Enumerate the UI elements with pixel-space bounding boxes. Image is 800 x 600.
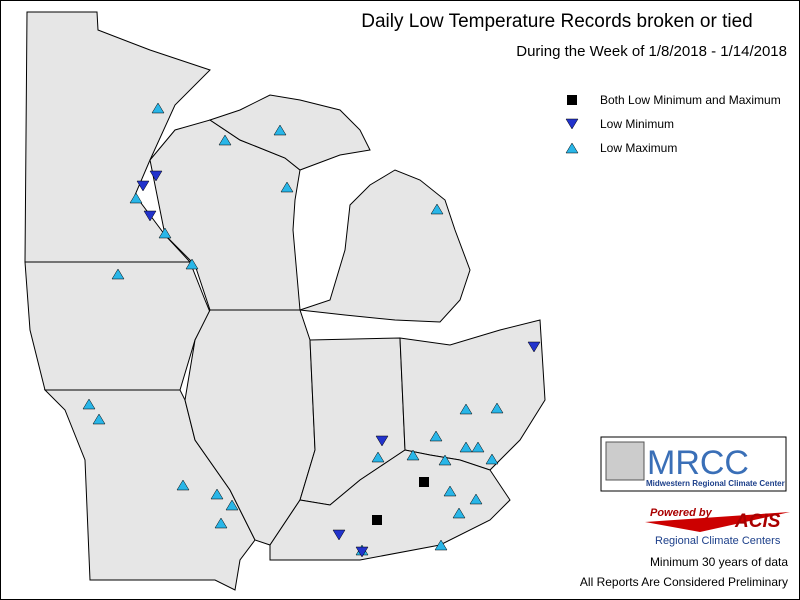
station-marker (459, 441, 473, 453)
legend-symbol (565, 142, 579, 154)
station-marker (419, 477, 429, 487)
station-marker (185, 258, 199, 270)
station-marker (332, 529, 346, 541)
station-marker (430, 203, 444, 215)
legend-symbol (565, 118, 579, 130)
legend-label: Both Low Minimum and Maximum (600, 93, 781, 107)
logo-map (605, 441, 645, 481)
logo-subtext: Midwestern Regional Climate Center (646, 479, 785, 488)
logo-subtext: Regional Climate Centers (655, 535, 781, 547)
station-marker (372, 515, 382, 525)
station-marker (225, 499, 239, 511)
station-marker (527, 341, 541, 353)
state (208, 94, 371, 171)
station-marker (176, 479, 190, 491)
station-marker (406, 449, 420, 461)
state (24, 261, 211, 391)
legend: Both Low Minimum and Maximum Low Minimum… (565, 93, 781, 155)
station-marker (471, 441, 485, 453)
station-marker (214, 517, 228, 529)
logo-text: Powered by (650, 507, 713, 519)
subtitle: During the Week of 1/8/2018 - 1/14/2018 (516, 43, 787, 60)
station-marker (82, 398, 96, 410)
station-marker (143, 210, 157, 222)
station-marker (149, 170, 163, 182)
footer-note: Minimum 30 years of data (650, 555, 788, 569)
station-marker (129, 192, 143, 204)
station-marker (355, 546, 369, 558)
station-marker (490, 402, 504, 414)
station-marker (434, 539, 448, 551)
footer-note: All Reports Are Considered Preliminary (580, 575, 788, 589)
station-marker (371, 451, 385, 463)
station-marker (111, 268, 125, 280)
station-marker (210, 488, 224, 500)
station-marker (151, 102, 165, 114)
legend-symbol (567, 95, 577, 105)
station-marker (438, 454, 452, 466)
states (24, 11, 546, 591)
station-marker (273, 124, 287, 136)
logo-text: ACIS (734, 511, 781, 532)
markers (82, 102, 541, 558)
station-marker (485, 453, 499, 465)
legend-label: Low Maximum (600, 141, 677, 155)
station-marker (218, 134, 232, 146)
station-marker (92, 413, 106, 425)
station-marker (452, 507, 466, 519)
station-marker (459, 403, 473, 415)
station-marker (136, 180, 150, 192)
legend-label: Low Minimum (600, 117, 674, 131)
station-marker (443, 485, 457, 497)
logo-swoosh (645, 512, 790, 532)
acis-logo: Powered by ACIS Regional Climate Centers (645, 507, 790, 547)
station-marker (158, 227, 172, 239)
station-marker (469, 493, 483, 505)
state (184, 309, 316, 546)
mrcc-logo: MRCC Midwestern Regional Climate Center (600, 436, 787, 492)
station-marker (375, 435, 389, 447)
station-marker (280, 181, 294, 193)
station-marker (429, 430, 443, 442)
title: Daily Low Temperature Records broken or … (361, 11, 752, 32)
logo-text: MRCC (647, 444, 749, 482)
state (269, 449, 511, 561)
state (299, 169, 471, 323)
